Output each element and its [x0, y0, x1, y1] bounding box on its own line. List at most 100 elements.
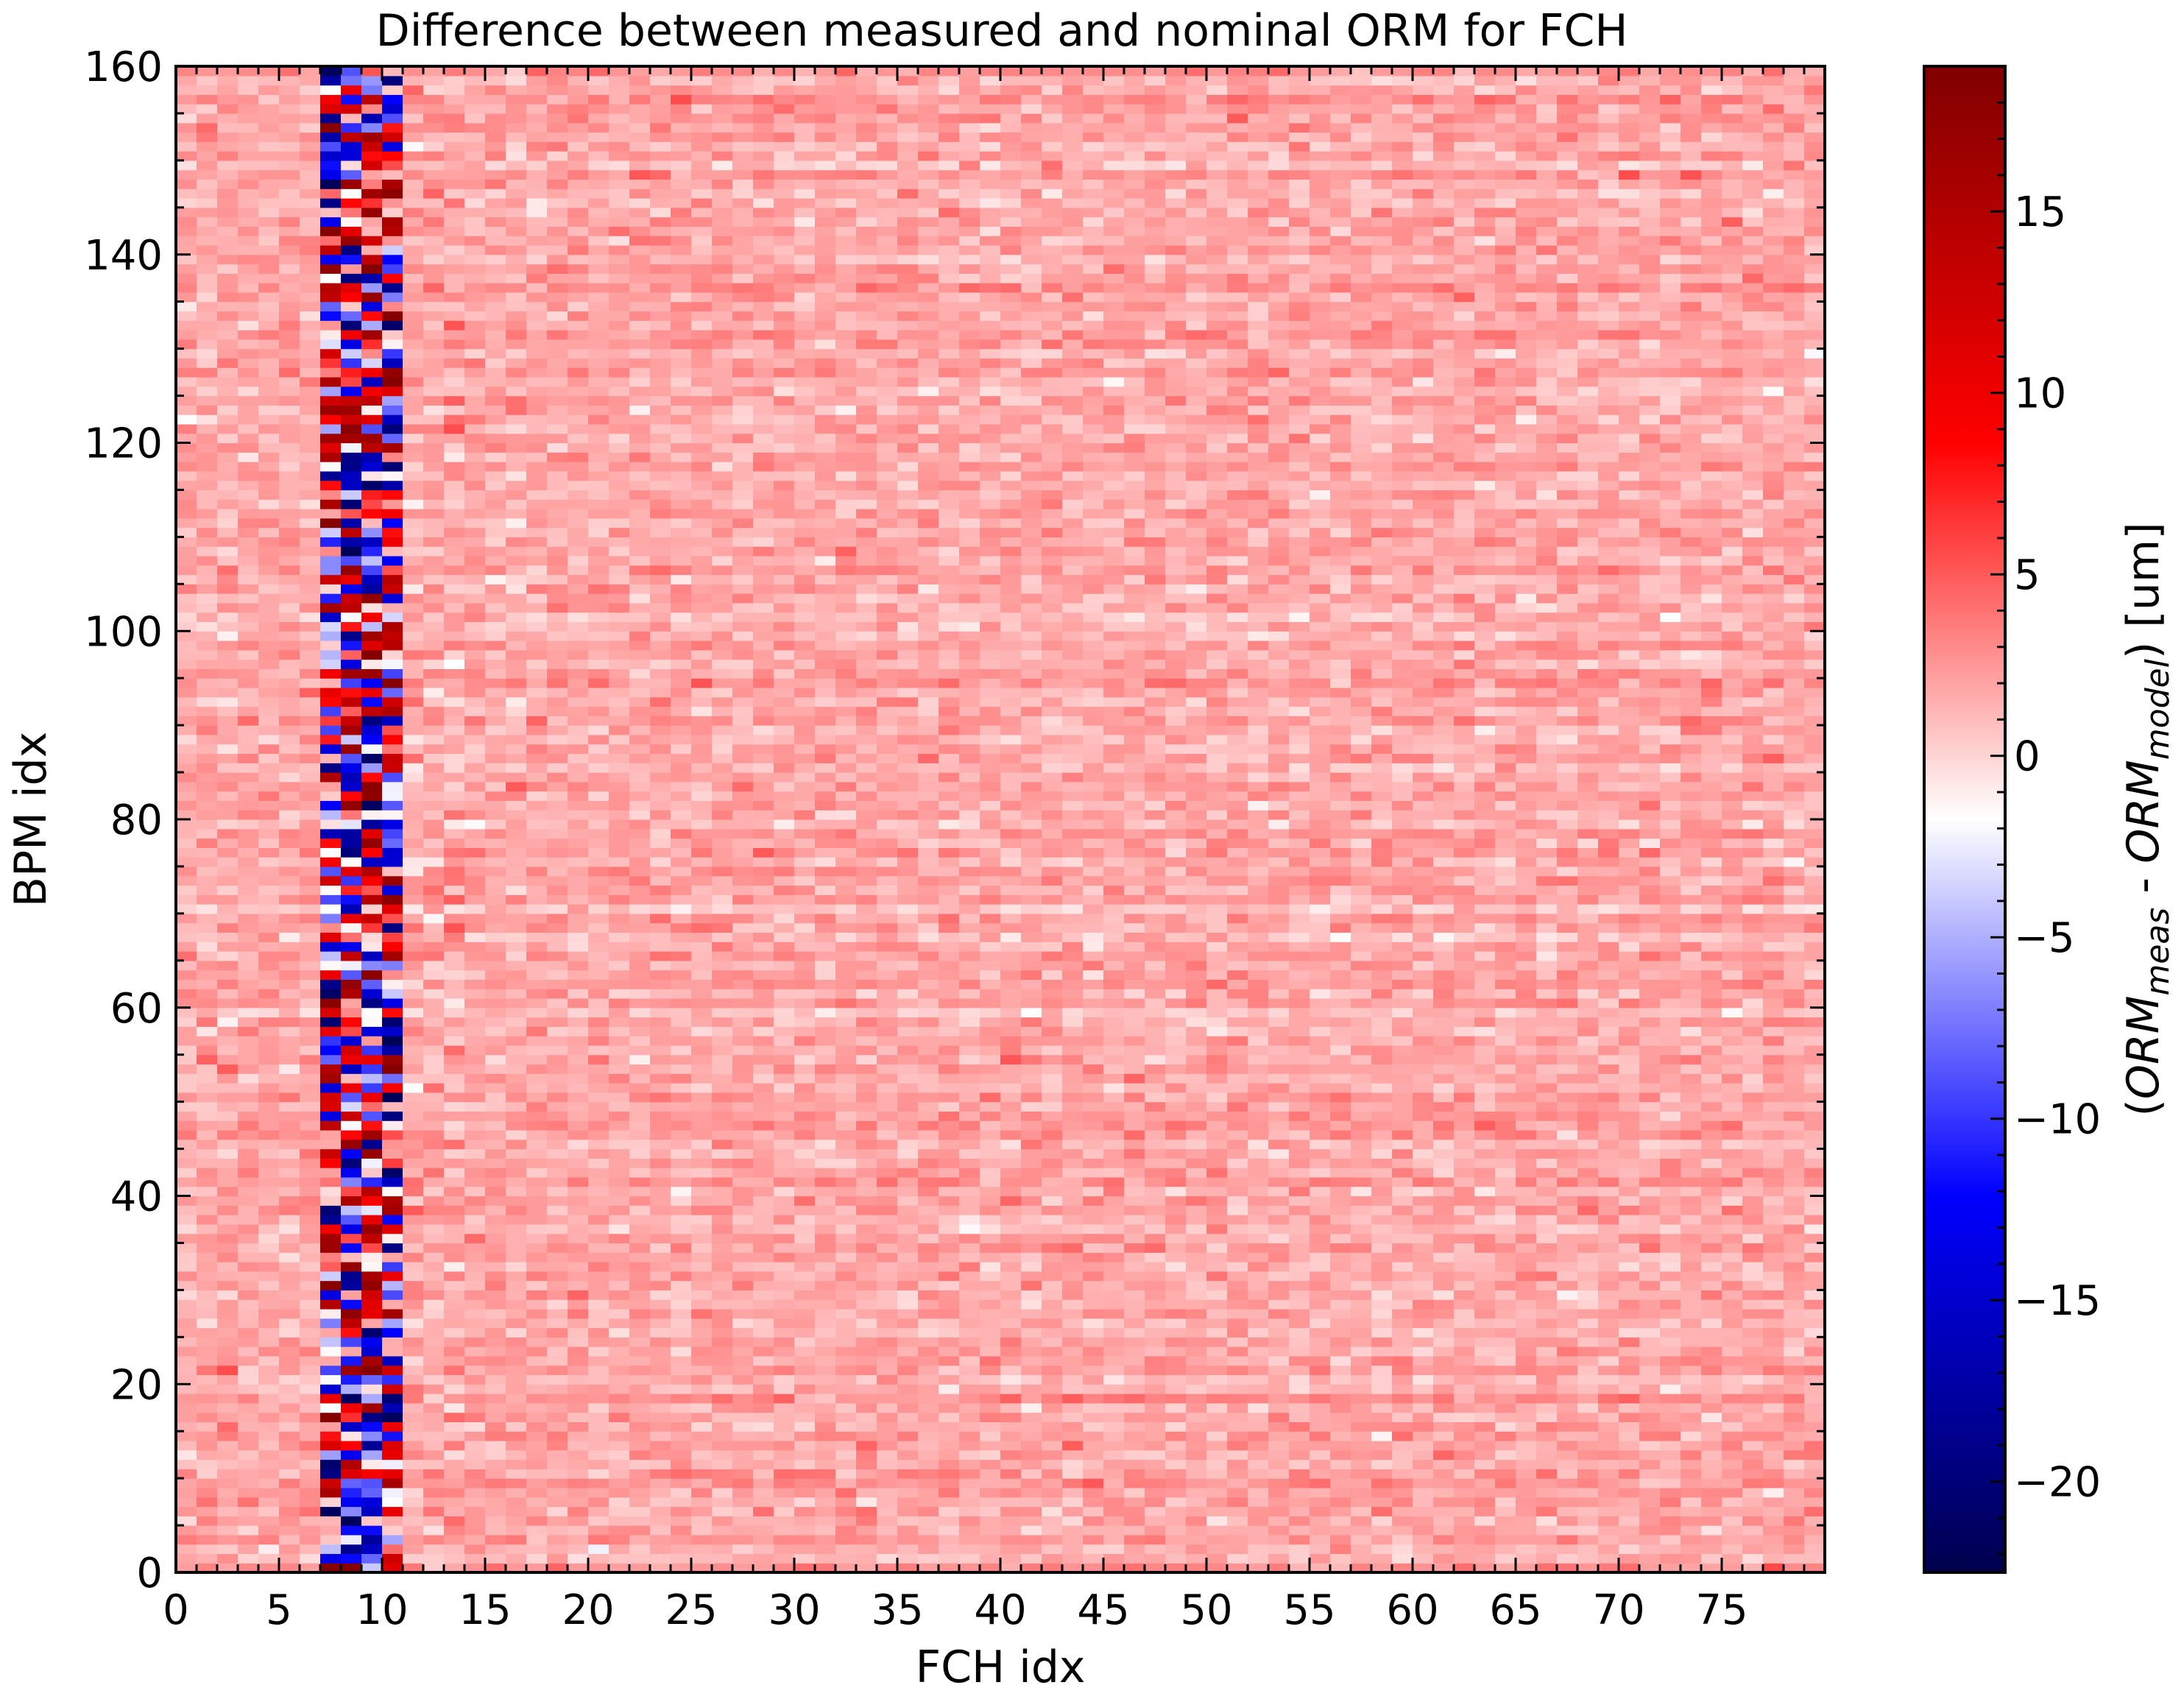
heatmap-cell — [1454, 997, 1475, 1009]
heatmap-cell — [568, 1412, 589, 1422]
heatmap-cell — [1413, 1544, 1434, 1555]
heatmap-cell — [1639, 1186, 1661, 1197]
heatmap-cell — [856, 1394, 877, 1404]
heatmap-cell — [671, 1563, 692, 1573]
heatmap-cell — [1186, 1478, 1207, 1488]
heatmap-cell — [1454, 1007, 1475, 1018]
heatmap-cell — [1124, 1497, 1145, 1508]
heatmap-cell — [1454, 1308, 1475, 1319]
heatmap-cell — [1289, 1045, 1310, 1056]
heatmap-cell — [918, 1534, 939, 1545]
heatmap-cell — [1433, 1280, 1455, 1290]
heatmap-cell — [1495, 1384, 1516, 1394]
heatmap-cell — [1701, 1129, 1722, 1140]
heatmap-cell — [1145, 1394, 1166, 1404]
heatmap-cell — [1000, 1449, 1022, 1460]
heatmap-cell — [1433, 1233, 1455, 1244]
heatmap-cell — [1227, 1346, 1248, 1357]
heatmap-cell — [1330, 1318, 1351, 1329]
heatmap-cell — [320, 1365, 342, 1376]
heatmap-cell — [1165, 1449, 1187, 1460]
heatmap-cell — [1701, 1290, 1722, 1300]
heatmap-cell — [1062, 1421, 1084, 1432]
heatmap-cell — [1371, 1497, 1393, 1508]
heatmap-cell — [1248, 1092, 1269, 1103]
heatmap-cell — [1681, 1017, 1702, 1027]
heatmap-cell — [464, 1223, 486, 1234]
heatmap-cell — [1206, 1129, 1228, 1140]
heatmap-cell — [197, 1516, 218, 1526]
heatmap-cell — [815, 1469, 836, 1479]
heatmap-cell — [939, 1271, 960, 1282]
heatmap-cell — [1804, 1158, 1826, 1168]
heatmap-cell — [1083, 1459, 1104, 1469]
heatmap-cell — [588, 997, 609, 1009]
heatmap-cell — [238, 1139, 259, 1150]
heatmap-cell — [485, 1553, 506, 1564]
heatmap-cell — [1268, 1487, 1290, 1498]
heatmap-cell — [1248, 1026, 1269, 1036]
heatmap-cell — [835, 1525, 857, 1536]
heatmap-cell — [258, 1384, 280, 1394]
heatmap-cell — [279, 1421, 300, 1432]
heatmap-cell — [1145, 1374, 1166, 1385]
heatmap-cell — [691, 1346, 713, 1357]
heatmap-cell — [1062, 1384, 1084, 1394]
heatmap-cell — [1454, 1553, 1475, 1564]
heatmap-cell — [1124, 1346, 1145, 1357]
heatmap-cell — [588, 1412, 609, 1422]
heatmap-cell — [650, 1506, 671, 1516]
heatmap-cell — [877, 1431, 898, 1441]
heatmap-cell — [629, 1487, 651, 1498]
heatmap-cell — [1557, 1064, 1578, 1074]
heatmap-cell — [815, 1487, 836, 1498]
heatmap-cell — [1722, 1007, 1743, 1018]
heatmap-cell — [856, 1497, 877, 1508]
heatmap-cell — [1103, 1233, 1125, 1244]
heatmap-cell — [1598, 1129, 1619, 1140]
heatmap-cell — [712, 1449, 733, 1460]
heatmap-cell — [588, 979, 609, 989]
heatmap-cell — [485, 1327, 506, 1338]
heatmap-cell — [1186, 1215, 1207, 1225]
heatmap-cell — [1722, 1516, 1743, 1526]
heatmap-cell — [815, 1394, 836, 1404]
heatmap-cell — [1516, 1111, 1537, 1121]
heatmap-cell — [403, 1017, 424, 1027]
heatmap-cell — [1598, 1158, 1619, 1168]
heatmap-cell — [382, 1431, 403, 1441]
heatmap-cell — [464, 1497, 486, 1508]
heatmap-cell — [568, 1252, 589, 1262]
heatmap-cell — [1742, 1026, 1764, 1036]
heatmap-cell — [1619, 1168, 1640, 1178]
heatmap-cell — [856, 1365, 877, 1376]
heatmap-cell — [835, 1215, 857, 1225]
heatmap-cell — [1784, 1290, 1805, 1300]
heatmap-cell — [712, 1158, 733, 1168]
heatmap-cell — [794, 1073, 816, 1084]
heatmap-cell — [774, 1544, 795, 1555]
heatmap-cell — [444, 1487, 465, 1498]
heatmap-cell — [506, 1054, 527, 1065]
heatmap-cell — [1351, 1478, 1372, 1488]
heatmap-cell — [1206, 1186, 1228, 1197]
heatmap-cell — [444, 1516, 465, 1526]
heatmap-cell — [1784, 1073, 1805, 1084]
heatmap-cell — [1681, 1205, 1702, 1215]
heatmap-cell — [1062, 1007, 1084, 1018]
heatmap-cell — [1083, 1233, 1104, 1244]
heatmap-cell — [258, 1195, 280, 1206]
heatmap-cell — [1495, 1553, 1516, 1564]
heatmap-cell — [423, 1553, 445, 1564]
heatmap-cell — [1083, 1064, 1104, 1074]
heatmap-cell — [1722, 1129, 1743, 1140]
heatmap-cell — [732, 1459, 754, 1469]
heatmap-cell — [1330, 1290, 1351, 1300]
heatmap-cell — [403, 1365, 424, 1376]
heatmap-cell — [877, 1215, 898, 1225]
heatmap-cell — [403, 1412, 424, 1422]
heatmap-cell — [1722, 1506, 1743, 1516]
heatmap-cell — [1536, 1440, 1558, 1451]
heatmap-cell — [588, 1402, 609, 1413]
heatmap-cell — [1742, 1337, 1764, 1347]
